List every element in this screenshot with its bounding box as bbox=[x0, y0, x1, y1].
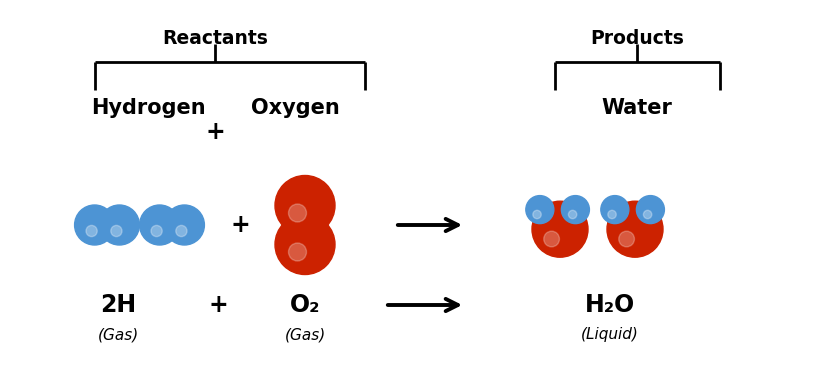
Text: Water: Water bbox=[602, 98, 672, 118]
Circle shape bbox=[275, 215, 335, 274]
Circle shape bbox=[151, 225, 162, 237]
Text: Oxygen: Oxygen bbox=[251, 98, 339, 118]
Circle shape bbox=[139, 205, 179, 245]
Circle shape bbox=[289, 204, 306, 222]
Text: Hydrogen: Hydrogen bbox=[90, 98, 205, 118]
Text: (Liquid): (Liquid) bbox=[581, 328, 639, 343]
Text: 2H: 2H bbox=[100, 293, 136, 317]
Circle shape bbox=[607, 201, 663, 257]
Text: H₂O: H₂O bbox=[585, 293, 635, 317]
Circle shape bbox=[533, 210, 541, 219]
Circle shape bbox=[601, 196, 629, 224]
Text: (Gas): (Gas) bbox=[97, 328, 139, 343]
Circle shape bbox=[110, 225, 122, 237]
Circle shape bbox=[275, 176, 335, 235]
Text: +: + bbox=[208, 293, 228, 317]
Circle shape bbox=[637, 196, 664, 224]
Text: Products: Products bbox=[590, 29, 684, 47]
Circle shape bbox=[544, 231, 559, 247]
Text: +: + bbox=[230, 213, 250, 237]
Circle shape bbox=[569, 210, 577, 219]
Circle shape bbox=[176, 225, 187, 237]
Circle shape bbox=[561, 196, 589, 224]
Circle shape bbox=[618, 231, 634, 247]
Circle shape bbox=[643, 210, 652, 219]
Circle shape bbox=[86, 225, 97, 237]
Circle shape bbox=[100, 205, 139, 245]
Circle shape bbox=[164, 205, 204, 245]
Circle shape bbox=[526, 196, 554, 224]
Text: O₂: O₂ bbox=[290, 293, 320, 317]
Circle shape bbox=[289, 243, 306, 261]
Circle shape bbox=[532, 201, 588, 257]
Text: Reactants: Reactants bbox=[162, 29, 268, 47]
Circle shape bbox=[608, 210, 616, 219]
Circle shape bbox=[75, 205, 115, 245]
Text: (Gas): (Gas) bbox=[285, 328, 325, 343]
Text: +: + bbox=[205, 120, 225, 144]
